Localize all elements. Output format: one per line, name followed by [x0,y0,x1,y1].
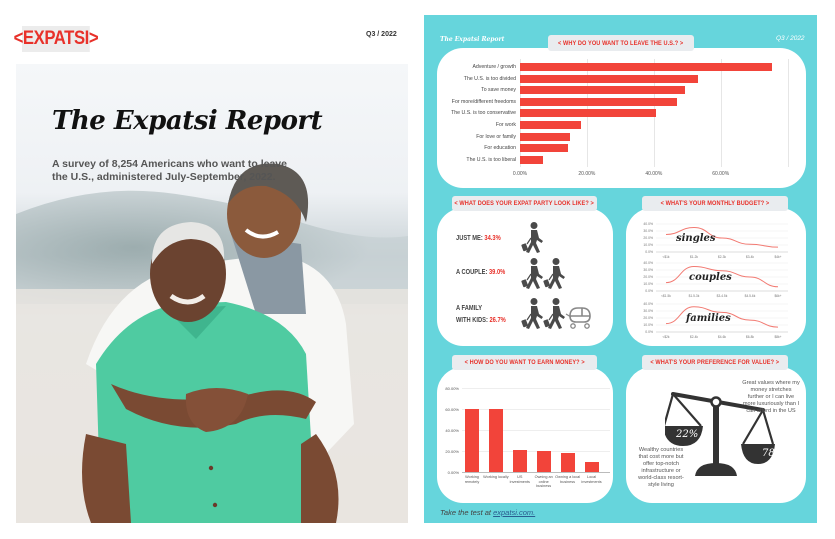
cover-photo [16,64,408,523]
budget-title: < WHAT'S YOUR MONTHLY BUDGET? > [642,196,788,211]
value-title: < WHAT'S YOUR PREFERENCE FOR VALUE? > [642,355,788,370]
value-right-pct: 78% [762,448,785,459]
budget-families-label: families [686,313,731,324]
value-left-pct: 22% [676,429,699,440]
party-couple-label: A COUPLE: 39.0% [456,269,506,276]
party-traveler-icons [520,221,591,330]
infographic-quarter: Q3 / 2022 [776,35,805,42]
cover-quarter: Q3 / 2022 [366,31,397,38]
budget-singles-label: singles [676,233,716,244]
earn-card [437,367,613,503]
earn-title: < HOW DO YOU WANT TO EARN MONEY? > [452,355,597,370]
single-traveler-icon [520,221,544,254]
footer-prefix: Take the test at [440,508,494,517]
expatsi-link[interactable]: expatsi.com. [493,508,536,517]
party-title: < WHAT DOES YOUR EXPAT PARTY LOOK LIKE? … [452,196,597,211]
report-title: The Expatsi Report [52,106,323,136]
value-right-text: Great values where my money stretches fu… [742,380,800,414]
footer-cta: Take the test at expatsi.com. [440,508,535,517]
family-travelers-stroller-icon [520,297,591,330]
budget-couples-label: couples [689,272,732,283]
party-family-label: A FAMILY WITH KIDS: 26.7% [456,305,506,324]
balance-scale-icon [665,392,775,476]
value-left-text: Wealthy countries that cost more but off… [638,447,684,488]
couple-travelers-icon [520,257,566,290]
why-leave-title: < WHY DO YOU WANT TO LEAVE THE U.S.? > [548,35,694,51]
couple-beach-photo [16,64,408,523]
report-subtitle: A survey of 8,254 Americans who want to … [52,158,287,183]
party-just-me-label: JUST ME: 34.3% [456,235,501,242]
why-leave-card [437,48,806,188]
infographic-brand: The Expatsi Report [440,36,505,43]
expatsi-logo: <EXPATSI> [14,26,99,52]
